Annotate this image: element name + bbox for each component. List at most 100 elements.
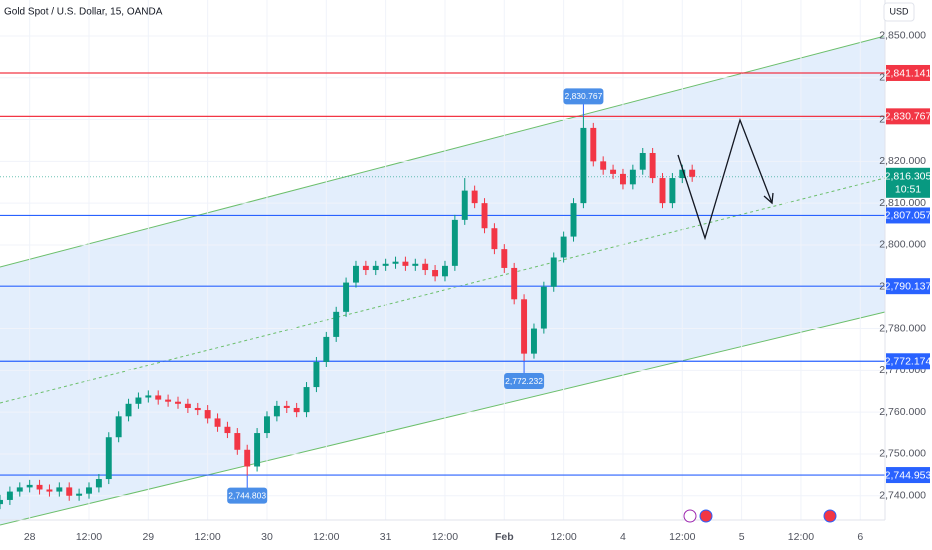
x-tick-label: 30 (261, 531, 273, 543)
x-tick-label: 12:00 (76, 531, 102, 543)
candle-body (451, 219, 458, 266)
level-tag (886, 64, 930, 81)
callout-label: 2,830.767 (564, 91, 602, 101)
x-tick-label: 29 (142, 531, 154, 543)
candle-body (0, 499, 3, 505)
x-tick-label: Feb (495, 531, 514, 543)
x-tick-label: 4 (620, 531, 626, 543)
candle-body (6, 491, 13, 500)
candle-body (659, 178, 666, 204)
callout-box (227, 487, 268, 504)
last-price-tag (886, 167, 930, 198)
candle-body (600, 161, 607, 170)
callout-label: 2,772.232 (505, 376, 543, 386)
candle-body (362, 265, 369, 271)
event-flag[interactable] (699, 509, 713, 523)
candle-body (204, 410, 211, 419)
candle-body (610, 169, 617, 174)
x-tick-label: 28 (24, 531, 36, 543)
level-label: 2,744.953 (885, 469, 932, 481)
candle-body (36, 484, 43, 490)
y-tick-label: 2,760.000 (879, 406, 926, 418)
candle-body (372, 265, 379, 271)
candle-body (175, 401, 181, 404)
level-label: 2,772.174 (885, 356, 932, 368)
candle-body (560, 236, 567, 258)
candle-body (214, 418, 221, 427)
candle-body (125, 403, 132, 417)
candle-body (432, 270, 439, 277)
candle-body (115, 416, 122, 438)
y-tick-label: 2,820.000 (879, 155, 926, 167)
level-label: 2,841.141 (885, 67, 932, 79)
y-tick-label: 2,810.000 (879, 197, 926, 209)
level-label: 2,790.137 (885, 280, 932, 292)
candle-body (155, 395, 162, 400)
candle-body (580, 127, 587, 204)
candle-body (422, 263, 429, 271)
candle-body (333, 311, 340, 337)
candle-body (511, 267, 518, 300)
candle-body (679, 169, 686, 179)
candle-body (86, 487, 92, 494)
x-tick-label: 12:00 (669, 531, 695, 543)
candle-body (145, 395, 152, 398)
candle-body (540, 286, 547, 329)
x-tick-label: 12:00 (195, 531, 221, 543)
candle-body (26, 484, 33, 488)
candle-body (343, 282, 350, 312)
channel-middle (0, 177, 886, 404)
candle-body (689, 169, 696, 177)
candle-body (254, 433, 261, 467)
candle-body (313, 361, 320, 388)
candle-body (135, 397, 142, 404)
candle-body (95, 479, 102, 488)
candle-body (570, 203, 577, 237)
candle-body (412, 263, 419, 266)
candle-body (619, 173, 626, 185)
candle-body (639, 152, 646, 170)
candle-body (56, 487, 63, 492)
candle-body (194, 407, 201, 411)
currency-button[interactable] (883, 2, 915, 22)
y-tick-label: 2,850.000 (879, 30, 926, 42)
candle-body (550, 257, 557, 287)
projection-arrow (763, 192, 774, 205)
channel-fill (0, 36, 885, 525)
candle-body (669, 178, 676, 204)
candle-body (323, 336, 330, 362)
level-tag (886, 467, 930, 484)
candle-body (491, 228, 498, 250)
y-tick-label: 2,750.000 (879, 448, 926, 460)
projection-path (677, 117, 773, 241)
channel-upper (0, 35, 886, 268)
x-tick-label: 31 (380, 531, 392, 543)
y-tick-label: 2,780.000 (879, 322, 926, 334)
candle-body (264, 416, 270, 434)
candle-body (442, 265, 448, 277)
candle-body (244, 449, 251, 467)
y-tick-label: 2,800.000 (879, 239, 926, 251)
candle-body (461, 190, 468, 220)
x-tick-label: 6 (857, 531, 863, 543)
event-icon[interactable] (683, 509, 697, 523)
x-tick-label: 12:00 (788, 531, 814, 543)
countdown-label: 10:51 (895, 184, 921, 196)
candle-body (76, 493, 83, 496)
x-tick-label: 12:00 (432, 531, 458, 543)
candle-body (501, 249, 508, 268)
level-label: 2,807.057 (885, 210, 932, 222)
candle-body (46, 489, 53, 492)
x-tick-label: 12:00 (313, 531, 339, 543)
candle-body (273, 405, 280, 417)
currency-label: USD (889, 6, 909, 16)
candle-body (471, 190, 478, 204)
level-tag (886, 278, 930, 295)
event-flag[interactable] (823, 509, 837, 523)
candle-body (303, 387, 310, 413)
level-tag (886, 207, 930, 224)
candle-body (293, 407, 300, 413)
callout-box (563, 88, 604, 105)
callout-box (504, 373, 545, 390)
price-axis (885, 0, 932, 550)
